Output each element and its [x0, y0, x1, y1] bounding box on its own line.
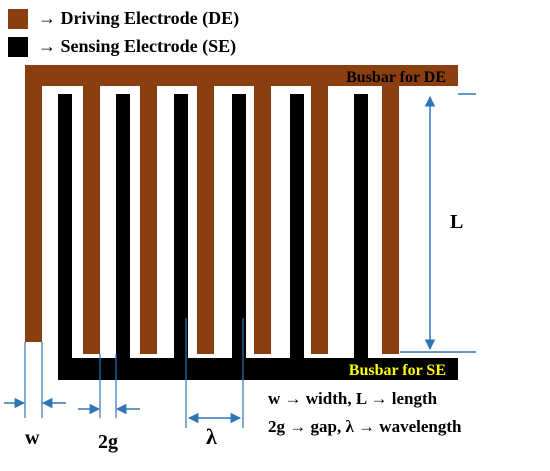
se-finger [174, 94, 188, 364]
gap-label: 2g [98, 431, 118, 453]
legend-item-de: → Driving Electrode (DE) [8, 8, 239, 29]
de-finger [311, 86, 328, 354]
length-label: L [450, 211, 463, 233]
de-finger [83, 86, 100, 354]
se-finger [354, 94, 368, 364]
se-finger [116, 94, 130, 364]
se-finger [290, 94, 304, 364]
width-label: w [25, 427, 40, 449]
wavelength-label: λ [206, 424, 217, 449]
se-busbar-label: Busbar for SE [349, 362, 446, 379]
symbol-legend-line-1: w → width, L → length [268, 389, 438, 408]
de-finger [254, 86, 271, 354]
se-finger [58, 94, 72, 364]
de-electrode-left [25, 86, 42, 342]
de-swatch-icon [8, 8, 28, 29]
de-busbar [25, 65, 458, 86]
de-finger [197, 86, 214, 354]
legend-item-se: → Sensing Electrode (SE) [8, 36, 236, 57]
symbol-legend-line-2: 2g → gap, λ → wavelength [268, 417, 462, 436]
de-finger [382, 86, 399, 354]
se-swatch-icon [8, 36, 28, 57]
se-finger [232, 94, 246, 364]
de-busbar-label: Busbar for DE [346, 69, 446, 86]
de-finger [140, 86, 157, 354]
legend-label-se: → Sensing Electrode (SE) [38, 36, 237, 56]
legend-label-de: → Driving Electrode (DE) [38, 8, 240, 28]
